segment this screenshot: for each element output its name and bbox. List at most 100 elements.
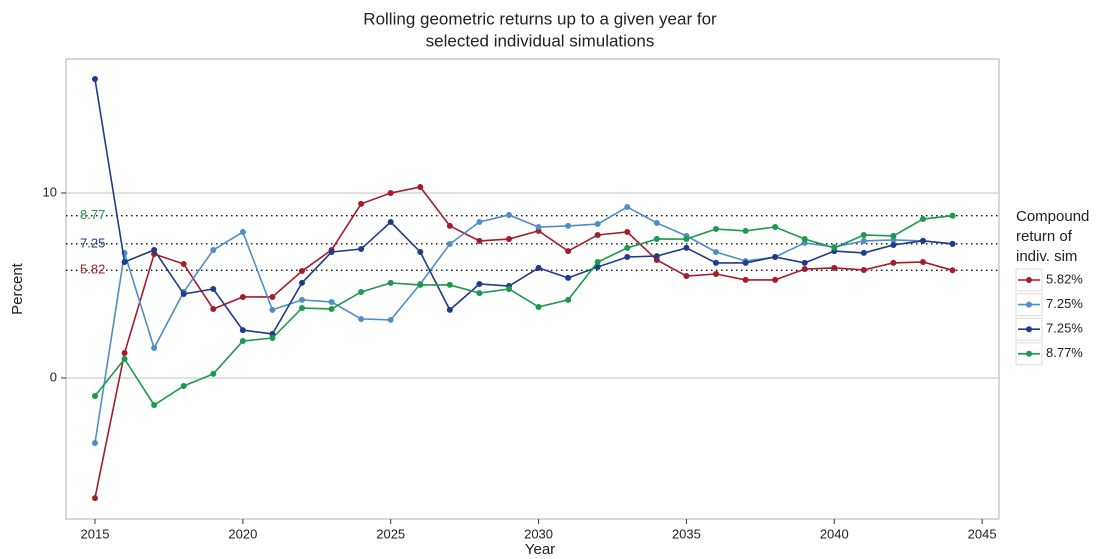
data-point bbox=[683, 244, 690, 251]
data-point bbox=[417, 184, 424, 191]
series-line bbox=[94, 78, 953, 335]
data-point bbox=[298, 279, 305, 286]
data-point bbox=[712, 226, 719, 233]
y-axis-title: Percent bbox=[9, 262, 26, 315]
data-point bbox=[358, 288, 365, 295]
data-point bbox=[446, 241, 453, 248]
data-point bbox=[565, 248, 572, 255]
data-point bbox=[446, 222, 453, 229]
data-point bbox=[505, 211, 512, 218]
data-point bbox=[565, 274, 572, 281]
data-point bbox=[239, 293, 246, 300]
legend-label: 5.82% bbox=[1046, 271, 1083, 286]
data-point bbox=[91, 75, 98, 82]
data-point bbox=[387, 219, 394, 226]
data-point bbox=[476, 219, 483, 226]
data-point bbox=[298, 268, 305, 275]
legend-label: 7.25% bbox=[1046, 321, 1083, 336]
data-point bbox=[890, 241, 897, 248]
data-point bbox=[269, 306, 276, 313]
data-point bbox=[860, 266, 867, 273]
data-point bbox=[565, 222, 572, 229]
data-point bbox=[535, 303, 542, 310]
data-point bbox=[476, 237, 483, 244]
data-point bbox=[446, 306, 453, 313]
x-tick-label: 2045 bbox=[968, 526, 997, 541]
data-point bbox=[653, 253, 660, 260]
data-point bbox=[91, 495, 98, 502]
data-point bbox=[210, 370, 217, 377]
data-point bbox=[328, 305, 335, 312]
data-point bbox=[712, 248, 719, 255]
x-tick-label: 2020 bbox=[228, 526, 257, 541]
y-tick-label: 0 bbox=[50, 369, 57, 384]
data-point bbox=[151, 345, 158, 352]
data-point bbox=[772, 253, 779, 260]
data-point bbox=[180, 382, 187, 389]
data-point bbox=[151, 402, 158, 409]
data-point bbox=[387, 189, 394, 196]
legend-key-point bbox=[1026, 301, 1032, 308]
data-point bbox=[239, 337, 246, 344]
reference-label: 5.82 bbox=[80, 262, 105, 277]
data-point bbox=[91, 392, 98, 399]
data-point bbox=[949, 212, 956, 219]
data-point bbox=[890, 232, 897, 239]
data-point bbox=[742, 227, 749, 234]
data-point bbox=[890, 259, 897, 266]
data-point bbox=[594, 221, 601, 228]
data-point bbox=[801, 259, 808, 266]
series-line bbox=[94, 214, 953, 407]
data-point bbox=[210, 246, 217, 253]
data-point bbox=[121, 350, 128, 357]
data-point bbox=[180, 261, 187, 268]
x-tick-label: 2030 bbox=[524, 526, 553, 541]
data-point bbox=[269, 293, 276, 300]
data-point bbox=[772, 224, 779, 231]
chart-title: selected individual simulations bbox=[426, 31, 655, 50]
data-point bbox=[594, 231, 601, 238]
data-point bbox=[239, 229, 246, 236]
data-point bbox=[624, 253, 631, 260]
data-point bbox=[298, 305, 305, 312]
data-point bbox=[476, 281, 483, 288]
data-point bbox=[328, 298, 335, 305]
data-point bbox=[831, 264, 838, 271]
data-point bbox=[860, 231, 867, 238]
series-line bbox=[94, 186, 953, 499]
series-line bbox=[94, 206, 953, 444]
x-tick-label: 2035 bbox=[672, 526, 701, 541]
data-point bbox=[624, 204, 631, 211]
data-point bbox=[683, 273, 690, 280]
data-point bbox=[328, 248, 335, 255]
legend-title: indiv. sim bbox=[1016, 248, 1077, 265]
x-tick-label: 2025 bbox=[376, 526, 405, 541]
data-point bbox=[535, 264, 542, 271]
data-point bbox=[476, 290, 483, 297]
data-point bbox=[180, 290, 187, 297]
legend-label: 7.25% bbox=[1046, 296, 1083, 311]
data-point bbox=[358, 200, 365, 207]
x-axis-title: Year bbox=[525, 541, 555, 558]
data-point bbox=[949, 240, 956, 247]
reference-label: 7.25 bbox=[80, 235, 105, 250]
data-point bbox=[239, 327, 246, 334]
data-point bbox=[151, 246, 158, 253]
data-point bbox=[594, 258, 601, 265]
data-point bbox=[919, 258, 926, 265]
data-point bbox=[535, 224, 542, 231]
x-tick-label: 2015 bbox=[81, 526, 110, 541]
data-point bbox=[742, 259, 749, 266]
data-point bbox=[269, 335, 276, 342]
data-point bbox=[683, 236, 690, 243]
data-point bbox=[505, 286, 512, 292]
y-tick-label: 10 bbox=[43, 184, 57, 199]
plot-border bbox=[65, 58, 1000, 520]
data-point bbox=[742, 276, 749, 283]
data-point bbox=[298, 296, 305, 303]
data-point bbox=[565, 296, 572, 303]
data-point bbox=[919, 216, 926, 223]
data-point bbox=[919, 237, 926, 244]
legend-title: Compound bbox=[1016, 208, 1089, 225]
